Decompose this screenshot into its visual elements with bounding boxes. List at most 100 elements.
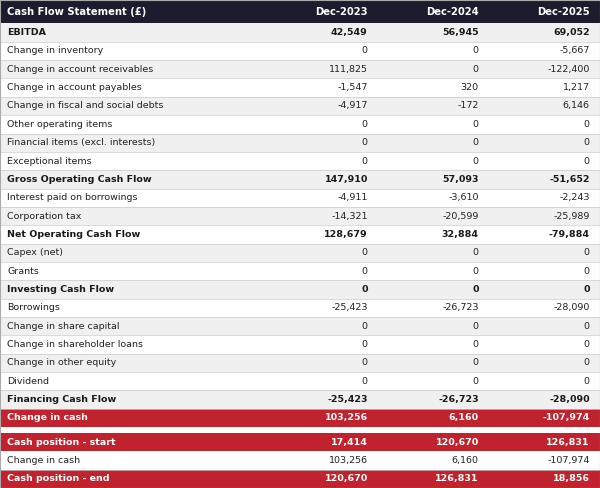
Text: Borrowings: Borrowings: [7, 304, 60, 312]
FancyBboxPatch shape: [0, 299, 600, 317]
Text: 126,831: 126,831: [547, 438, 590, 447]
Text: 0: 0: [473, 157, 479, 165]
Text: Change in account receivables: Change in account receivables: [7, 65, 154, 74]
Text: 57,093: 57,093: [442, 175, 479, 184]
Text: Financial items (excl. interests): Financial items (excl. interests): [7, 138, 155, 147]
Text: 0: 0: [584, 377, 590, 386]
Text: 0: 0: [584, 322, 590, 331]
Text: -107,974: -107,974: [547, 456, 590, 465]
Text: Capex (net): Capex (net): [7, 248, 63, 257]
Text: Exceptional items: Exceptional items: [7, 157, 92, 165]
FancyBboxPatch shape: [0, 170, 600, 188]
Text: -79,884: -79,884: [549, 230, 590, 239]
Text: Corporation tax: Corporation tax: [7, 212, 82, 221]
Text: -172: -172: [457, 102, 479, 110]
FancyBboxPatch shape: [0, 427, 600, 433]
Text: Other operating items: Other operating items: [7, 120, 113, 129]
Text: Change in shareholder loans: Change in shareholder loans: [7, 340, 143, 349]
FancyBboxPatch shape: [0, 188, 600, 207]
FancyBboxPatch shape: [0, 409, 600, 427]
Text: 56,945: 56,945: [442, 28, 479, 37]
Text: Dividend: Dividend: [7, 377, 49, 386]
FancyBboxPatch shape: [0, 372, 600, 390]
Text: Change in cash: Change in cash: [7, 413, 88, 423]
Text: -122,400: -122,400: [547, 65, 590, 74]
Text: 18,856: 18,856: [553, 474, 590, 483]
Text: 0: 0: [473, 340, 479, 349]
Text: -25,423: -25,423: [328, 395, 368, 404]
Text: 120,670: 120,670: [436, 438, 479, 447]
Text: 0: 0: [473, 138, 479, 147]
Text: 320: 320: [461, 83, 479, 92]
Text: Change in fiscal and social debts: Change in fiscal and social debts: [7, 102, 164, 110]
Text: 0: 0: [362, 340, 368, 349]
Text: 120,670: 120,670: [325, 474, 368, 483]
Text: -14,321: -14,321: [331, 212, 368, 221]
Text: Net Operating Cash Flow: Net Operating Cash Flow: [7, 230, 140, 239]
Text: 0: 0: [473, 46, 479, 56]
Text: Financing Cash Flow: Financing Cash Flow: [7, 395, 116, 404]
Text: -26,723: -26,723: [438, 395, 479, 404]
Text: 111,825: 111,825: [329, 65, 368, 74]
Text: -4,911: -4,911: [337, 193, 368, 202]
Text: 0: 0: [473, 248, 479, 257]
Text: Change in inventory: Change in inventory: [7, 46, 103, 56]
Text: 0: 0: [362, 46, 368, 56]
Text: 0: 0: [584, 266, 590, 276]
Text: 126,831: 126,831: [436, 474, 479, 483]
FancyBboxPatch shape: [0, 42, 600, 60]
Text: 0: 0: [473, 120, 479, 129]
Text: 0: 0: [361, 285, 368, 294]
Text: Interest paid on borrowings: Interest paid on borrowings: [7, 193, 138, 202]
Text: Change in account payables: Change in account payables: [7, 83, 142, 92]
FancyBboxPatch shape: [0, 433, 600, 451]
FancyBboxPatch shape: [0, 335, 600, 354]
Text: -28,090: -28,090: [553, 304, 590, 312]
FancyBboxPatch shape: [0, 317, 600, 335]
FancyBboxPatch shape: [0, 280, 600, 299]
FancyBboxPatch shape: [0, 244, 600, 262]
Text: 0: 0: [362, 322, 368, 331]
FancyBboxPatch shape: [0, 390, 600, 409]
Text: 0: 0: [473, 358, 479, 367]
Text: 0: 0: [362, 248, 368, 257]
Text: 0: 0: [584, 248, 590, 257]
Text: EBITDA: EBITDA: [7, 28, 46, 37]
Text: -25,423: -25,423: [331, 304, 368, 312]
Text: 0: 0: [473, 65, 479, 74]
Text: -25,989: -25,989: [553, 212, 590, 221]
Text: 0: 0: [473, 322, 479, 331]
FancyBboxPatch shape: [0, 79, 600, 97]
Text: 17,414: 17,414: [331, 438, 368, 447]
Text: 147,910: 147,910: [325, 175, 368, 184]
FancyBboxPatch shape: [0, 60, 600, 79]
Text: Cash Flow Statement (£): Cash Flow Statement (£): [7, 7, 146, 17]
Text: 0: 0: [584, 138, 590, 147]
FancyBboxPatch shape: [0, 97, 600, 115]
Text: 1,217: 1,217: [563, 83, 590, 92]
Text: Gross Operating Cash Flow: Gross Operating Cash Flow: [7, 175, 152, 184]
FancyBboxPatch shape: [0, 23, 600, 42]
FancyBboxPatch shape: [0, 152, 600, 170]
Text: -20,599: -20,599: [442, 212, 479, 221]
FancyBboxPatch shape: [0, 469, 600, 488]
Text: 6,160: 6,160: [449, 413, 479, 423]
Text: -3,610: -3,610: [448, 193, 479, 202]
Text: -1,547: -1,547: [337, 83, 368, 92]
Text: 0: 0: [584, 157, 590, 165]
Text: -2,243: -2,243: [559, 193, 590, 202]
Text: 0: 0: [362, 120, 368, 129]
Text: 103,256: 103,256: [325, 413, 368, 423]
Text: Cash position - start: Cash position - start: [7, 438, 116, 447]
Text: 0: 0: [583, 285, 590, 294]
Text: Cash position - end: Cash position - end: [7, 474, 110, 483]
Text: 0: 0: [473, 377, 479, 386]
FancyBboxPatch shape: [0, 451, 600, 469]
Text: Change in share capital: Change in share capital: [7, 322, 120, 331]
Text: 32,884: 32,884: [442, 230, 479, 239]
FancyBboxPatch shape: [0, 225, 600, 244]
Text: -28,090: -28,090: [549, 395, 590, 404]
Text: 103,256: 103,256: [329, 456, 368, 465]
Text: 42,549: 42,549: [331, 28, 368, 37]
FancyBboxPatch shape: [0, 207, 600, 225]
